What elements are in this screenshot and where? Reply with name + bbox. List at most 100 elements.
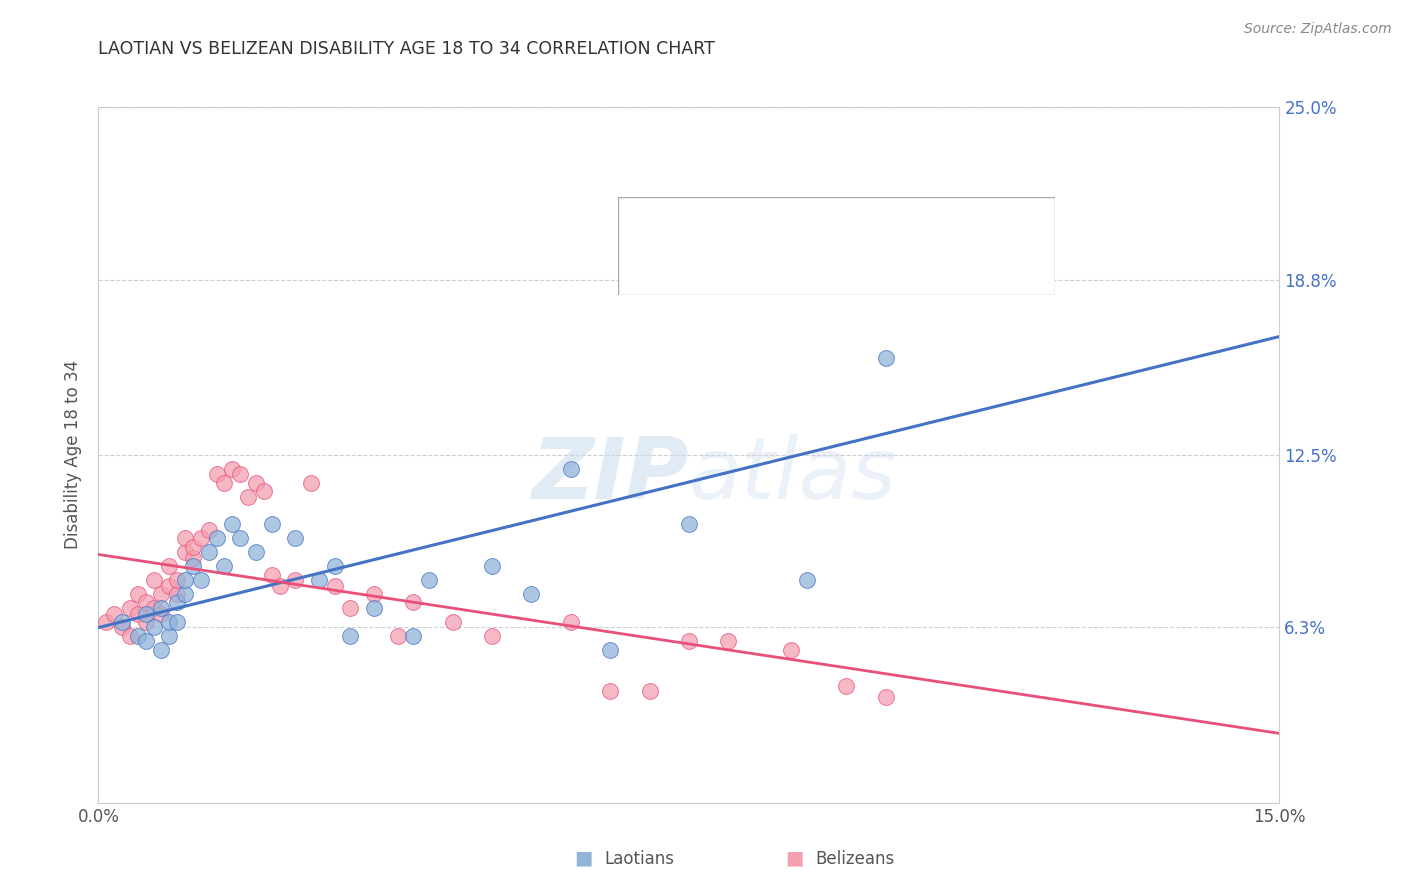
Point bbox=[174, 573, 197, 587]
Point bbox=[150, 642, 173, 657]
Point bbox=[127, 607, 149, 621]
Text: Source: ZipAtlas.com: Source: ZipAtlas.com bbox=[1244, 22, 1392, 37]
Point bbox=[150, 587, 173, 601]
Point bbox=[560, 615, 582, 629]
Point bbox=[166, 595, 188, 609]
Point bbox=[135, 615, 157, 629]
Y-axis label: Disability Age 18 to 34: Disability Age 18 to 34 bbox=[65, 360, 83, 549]
Point bbox=[157, 579, 180, 593]
Point bbox=[402, 629, 425, 643]
Point bbox=[205, 532, 228, 546]
Point bbox=[221, 462, 243, 476]
Point bbox=[157, 615, 180, 629]
Point bbox=[560, 462, 582, 476]
Point bbox=[174, 545, 197, 559]
Point bbox=[299, 475, 322, 490]
Point bbox=[780, 642, 803, 657]
Point bbox=[174, 532, 197, 546]
Text: ■: ■ bbox=[785, 849, 804, 868]
Point bbox=[481, 629, 503, 643]
FancyBboxPatch shape bbox=[619, 197, 1054, 295]
Point bbox=[245, 545, 267, 559]
Point bbox=[717, 634, 740, 648]
Point bbox=[181, 540, 204, 554]
Point bbox=[245, 475, 267, 490]
Point bbox=[323, 579, 346, 593]
Text: Belizeans: Belizeans bbox=[815, 850, 894, 868]
Point bbox=[190, 573, 212, 587]
Point bbox=[150, 607, 173, 621]
Point bbox=[181, 559, 204, 574]
Text: ZIP: ZIP bbox=[531, 434, 689, 517]
Point bbox=[678, 634, 700, 648]
Point bbox=[387, 629, 409, 643]
Point bbox=[441, 615, 464, 629]
Point bbox=[96, 615, 118, 629]
Point bbox=[142, 620, 165, 634]
FancyBboxPatch shape bbox=[631, 254, 675, 285]
Point bbox=[221, 517, 243, 532]
Point bbox=[875, 690, 897, 704]
Text: ■: ■ bbox=[574, 849, 593, 868]
Point bbox=[308, 573, 330, 587]
Point bbox=[127, 587, 149, 601]
Point bbox=[678, 517, 700, 532]
Point bbox=[993, 211, 1015, 226]
Point bbox=[520, 587, 543, 601]
Point bbox=[260, 567, 283, 582]
Point bbox=[363, 587, 385, 601]
Point bbox=[103, 607, 125, 621]
Point bbox=[197, 523, 219, 537]
Point bbox=[111, 620, 134, 634]
Text: Laotians: Laotians bbox=[605, 850, 675, 868]
FancyBboxPatch shape bbox=[631, 207, 675, 238]
Point bbox=[142, 601, 165, 615]
Point bbox=[253, 484, 276, 499]
Point bbox=[269, 579, 291, 593]
Point bbox=[796, 573, 818, 587]
Point bbox=[174, 587, 197, 601]
Point bbox=[284, 573, 307, 587]
Point bbox=[135, 634, 157, 648]
Text: LAOTIAN VS BELIZEAN DISABILITY AGE 18 TO 34 CORRELATION CHART: LAOTIAN VS BELIZEAN DISABILITY AGE 18 TO… bbox=[98, 40, 716, 58]
Point bbox=[142, 573, 165, 587]
Point bbox=[166, 573, 188, 587]
Point bbox=[157, 629, 180, 643]
Point bbox=[214, 559, 236, 574]
Point bbox=[157, 559, 180, 574]
Point bbox=[197, 545, 219, 559]
Point bbox=[481, 559, 503, 574]
Point bbox=[638, 684, 661, 698]
Point bbox=[190, 532, 212, 546]
Point bbox=[284, 532, 307, 546]
Point bbox=[127, 629, 149, 643]
Point bbox=[118, 601, 141, 615]
Point bbox=[875, 351, 897, 365]
Point bbox=[835, 679, 858, 693]
Point bbox=[402, 595, 425, 609]
Text: R = -0.124   N = 49: R = -0.124 N = 49 bbox=[692, 262, 851, 277]
Point bbox=[229, 532, 252, 546]
Point bbox=[418, 573, 440, 587]
Point bbox=[150, 601, 173, 615]
Point bbox=[599, 684, 621, 698]
Text: R =  0.536   N = 37: R = 0.536 N = 37 bbox=[692, 215, 849, 230]
Text: atlas: atlas bbox=[689, 434, 897, 517]
Point bbox=[118, 629, 141, 643]
Point bbox=[166, 615, 188, 629]
Point bbox=[181, 550, 204, 565]
Point bbox=[236, 490, 259, 504]
Point bbox=[205, 467, 228, 482]
Point bbox=[323, 559, 346, 574]
Point bbox=[363, 601, 385, 615]
Point bbox=[229, 467, 252, 482]
Point bbox=[214, 475, 236, 490]
Point bbox=[135, 607, 157, 621]
Point bbox=[339, 629, 361, 643]
Point bbox=[135, 595, 157, 609]
Point bbox=[260, 517, 283, 532]
Point bbox=[599, 642, 621, 657]
Point bbox=[111, 615, 134, 629]
Point bbox=[166, 587, 188, 601]
Point bbox=[339, 601, 361, 615]
